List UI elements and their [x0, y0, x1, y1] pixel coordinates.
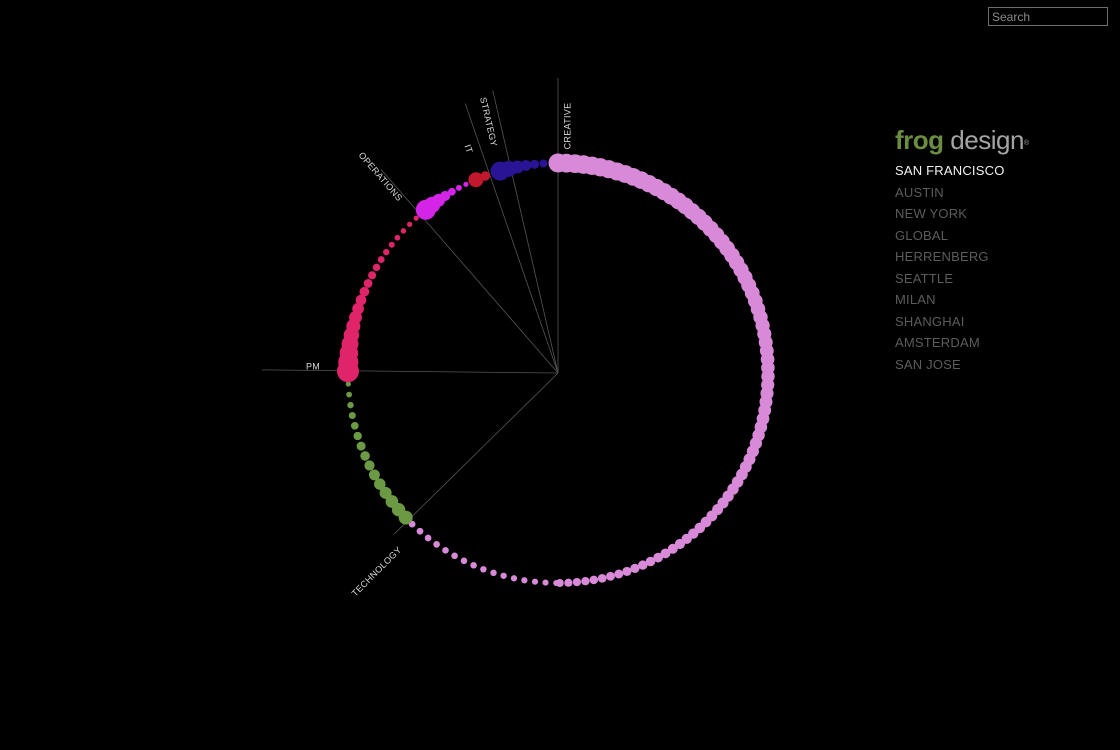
person-dot-pm[interactable]	[372, 263, 381, 272]
office-item-shanghai[interactable]: SHANGHAI	[895, 313, 965, 329]
person-dot-creative[interactable]	[606, 571, 615, 581]
person-dot-operations[interactable]	[463, 181, 469, 187]
person-dot-creative[interactable]	[424, 534, 432, 542]
person-dot-creative[interactable]	[653, 552, 663, 563]
person-dot-creative[interactable]	[622, 566, 632, 576]
person-dot-creative[interactable]	[553, 580, 560, 586]
person-dot-creative[interactable]	[490, 569, 497, 577]
office-item-new-york[interactable]: NEW YORK	[895, 206, 968, 221]
person-dot-operations[interactable]	[440, 190, 451, 201]
person-dot-technology[interactable]	[374, 478, 386, 490]
axis-label-operations: OPERATIONS	[357, 150, 405, 203]
person-dot-technology[interactable]	[345, 381, 351, 387]
office-item-austin[interactable]: AUSTIN	[895, 184, 944, 200]
person-dot-strategy[interactable]	[520, 160, 532, 171]
person-dot-pm[interactable]	[359, 286, 370, 297]
axis-line-it	[464, 103, 559, 374]
person-dot-creative[interactable]	[470, 562, 477, 569]
person-dot-pm[interactable]	[413, 215, 419, 221]
person-dot-creative[interactable]	[416, 527, 424, 535]
person-dot-technology[interactable]	[379, 486, 392, 499]
person-dot-pm[interactable]	[355, 294, 367, 306]
person-dot-creative[interactable]	[674, 538, 685, 550]
person-dot-technology[interactable]	[364, 460, 375, 471]
person-dot-creative[interactable]	[660, 548, 671, 559]
person-dot-creative[interactable]	[630, 563, 640, 574]
person-dot-creative[interactable]	[531, 578, 539, 585]
person-dot-technology[interactable]	[368, 469, 380, 481]
people-dots	[337, 153, 775, 587]
frog-design-logo: frog design®	[895, 126, 1029, 154]
person-dot-creative[interactable]	[564, 578, 573, 587]
person-dot-pm[interactable]	[352, 302, 364, 315]
person-dot-operations[interactable]	[455, 184, 462, 191]
person-dot-strategy[interactable]	[510, 160, 524, 174]
axis-line-strategy	[492, 90, 559, 374]
person-dot-pm[interactable]	[383, 248, 390, 256]
axis-line-operations	[380, 168, 559, 374]
person-dot-creative[interactable]	[581, 576, 590, 586]
axis-label-it: IT	[462, 143, 474, 155]
person-dot-creative[interactable]	[510, 575, 518, 582]
office-item-san-jose[interactable]: SAN JOSE	[895, 356, 961, 372]
axis-label-pm: PM	[306, 361, 320, 371]
person-dot-technology[interactable]	[350, 421, 359, 430]
person-dot-creative[interactable]	[451, 552, 458, 560]
brand-panel: frog design® SAN FRANCISCO AUSTIN NEW YORK…	[895, 126, 1029, 375]
person-dot-strategy[interactable]	[530, 159, 540, 169]
office-list: SAN FRANCISCO AUSTIN NEW YORK GLOBAL HERRENB…	[895, 160, 1029, 375]
office-item-seattle[interactable]: SEATTLE	[895, 270, 954, 286]
person-dot-pm[interactable]	[388, 241, 395, 248]
person-dot-pm[interactable]	[377, 256, 385, 264]
person-dot-creative[interactable]	[500, 572, 507, 579]
person-dot-pm[interactable]	[400, 228, 407, 234]
axis-line-technology	[393, 372, 559, 535]
person-dot-pm[interactable]	[406, 221, 413, 228]
person-dot-creative[interactable]	[614, 569, 624, 579]
office-item-herrenberg[interactable]: HERRENBERG	[895, 249, 989, 264]
person-dot-creative[interactable]	[542, 579, 549, 586]
person-dot-technology[interactable]	[347, 401, 354, 409]
person-dot-strategy[interactable]	[539, 159, 548, 168]
person-dot-technology[interactable]	[385, 495, 399, 508]
person-dot-it[interactable]	[480, 171, 491, 181]
person-dot-operations[interactable]	[448, 187, 456, 196]
person-dot-creative[interactable]	[433, 541, 440, 548]
person-dot-technology[interactable]	[360, 451, 370, 461]
person-dot-creative[interactable]	[460, 557, 468, 565]
axis-label-creative: CREATIVE	[562, 103, 572, 150]
person-dot-creative[interactable]	[572, 577, 582, 587]
person-dot-creative[interactable]	[589, 575, 599, 585]
person-dot-creative[interactable]	[442, 546, 449, 554]
logo-frog-text: frog	[895, 125, 944, 155]
person-dot-technology[interactable]	[353, 431, 362, 441]
person-dot-technology[interactable]	[346, 391, 353, 398]
person-dot-creative[interactable]	[645, 556, 656, 567]
discipline-axes	[262, 78, 559, 535]
search-input[interactable]	[988, 7, 1108, 26]
logo-registered-mark: ®	[1023, 140, 1029, 147]
person-dot-pm[interactable]	[394, 234, 401, 241]
person-dot-technology[interactable]	[348, 411, 356, 420]
person-dot-creative[interactable]	[667, 543, 678, 554]
office-item-global[interactable]: GLOBAL	[895, 227, 949, 243]
logo-design-text: design	[950, 125, 1024, 155]
office-item-san-francisco[interactable]: SAN FRANCISCO	[895, 163, 1005, 178]
office-item-amsterdam[interactable]: AMSTERDAM	[895, 335, 980, 350]
person-dot-technology[interactable]	[356, 441, 366, 451]
axis-label-technology: TECHNOLOGY	[350, 545, 404, 599]
person-dot-pm[interactable]	[363, 278, 373, 288]
person-dot-creative[interactable]	[597, 573, 607, 583]
person-dot-creative[interactable]	[480, 566, 487, 573]
person-dot-creative[interactable]	[638, 560, 648, 570]
person-dot-creative[interactable]	[521, 577, 528, 584]
person-dot-pm[interactable]	[368, 271, 377, 280]
office-item-milan[interactable]: MILAN	[895, 292, 936, 307]
axis-line-pm	[262, 369, 559, 374]
person-dot-it[interactable]	[468, 172, 484, 188]
